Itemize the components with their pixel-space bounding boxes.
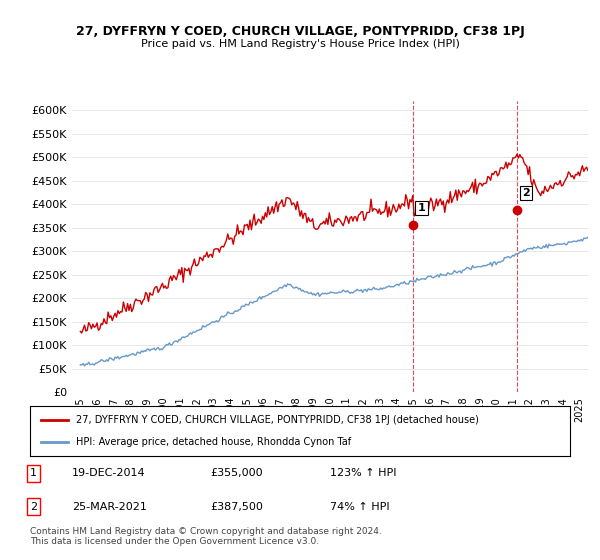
Text: 2: 2	[30, 502, 37, 512]
Text: 27, DYFFRYN Y COED, CHURCH VILLAGE, PONTYPRIDD, CF38 1PJ: 27, DYFFRYN Y COED, CHURCH VILLAGE, PONT…	[76, 25, 524, 38]
Text: £387,500: £387,500	[210, 502, 263, 512]
Text: HPI: Average price, detached house, Rhondda Cynon Taf: HPI: Average price, detached house, Rhon…	[76, 437, 351, 447]
Text: 19-DEC-2014: 19-DEC-2014	[72, 468, 146, 478]
Text: Contains HM Land Registry data © Crown copyright and database right 2024.
This d: Contains HM Land Registry data © Crown c…	[30, 526, 382, 546]
Text: 2: 2	[522, 188, 530, 198]
Text: 123% ↑ HPI: 123% ↑ HPI	[330, 468, 397, 478]
Text: 1: 1	[30, 468, 37, 478]
Text: 74% ↑ HPI: 74% ↑ HPI	[330, 502, 389, 512]
Text: Price paid vs. HM Land Registry's House Price Index (HPI): Price paid vs. HM Land Registry's House …	[140, 39, 460, 49]
Text: £355,000: £355,000	[210, 468, 263, 478]
Text: 25-MAR-2021: 25-MAR-2021	[72, 502, 147, 512]
Text: 27, DYFFRYN Y COED, CHURCH VILLAGE, PONTYPRIDD, CF38 1PJ (detached house): 27, DYFFRYN Y COED, CHURCH VILLAGE, PONT…	[76, 415, 479, 425]
Text: 1: 1	[418, 203, 425, 213]
